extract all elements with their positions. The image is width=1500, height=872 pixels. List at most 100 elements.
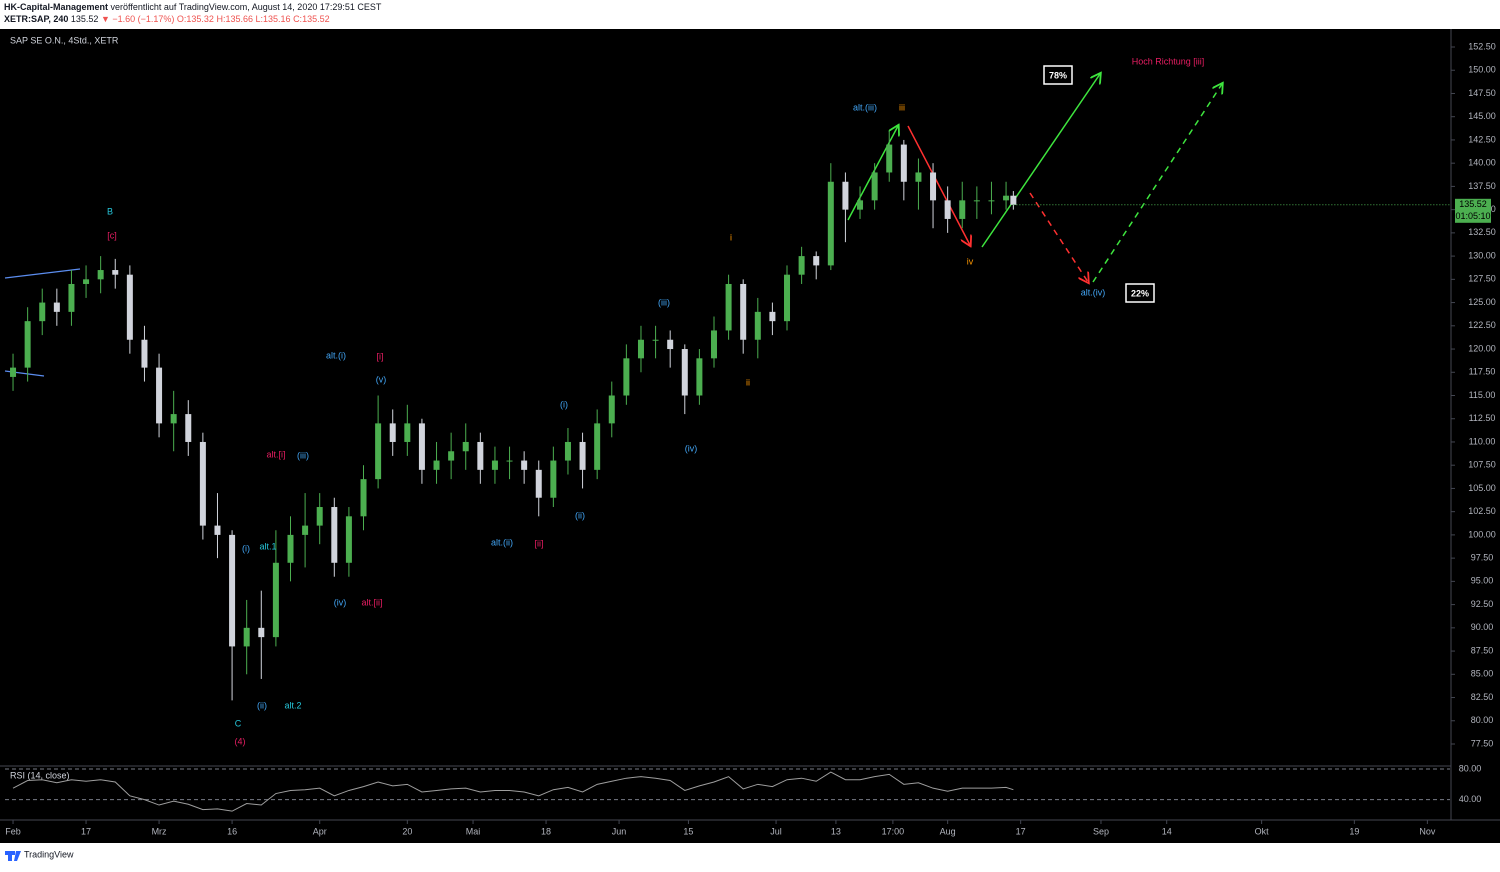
last-price: 135.52 (1459, 199, 1487, 209)
candle-body (842, 181, 849, 210)
y-tick-label: 107.50 (1468, 460, 1496, 470)
candle-body (608, 395, 615, 424)
candle-body (988, 200, 995, 202)
x-tick-label: 19 (1349, 826, 1359, 836)
probability-box (1043, 65, 1073, 85)
candle-body (272, 562, 279, 638)
candle-body (126, 274, 133, 340)
candle-body (214, 525, 221, 535)
ohlc: H:135.66 (216, 14, 253, 24)
candle-body (491, 460, 498, 470)
wave-label: iii (899, 102, 905, 112)
y-tick-label: 122.50 (1468, 320, 1496, 330)
y-tick-label: 105.00 (1468, 483, 1496, 493)
countdown: 01:05:10 (1455, 211, 1490, 221)
logo (5, 851, 21, 861)
x-tick-label: 17:00 (882, 826, 905, 836)
wave-label: (iii) (658, 297, 670, 307)
probability-label: 22% (1131, 288, 1149, 298)
probability-label: 78% (1049, 70, 1067, 80)
candle-body (813, 256, 820, 266)
ohlc: C:135.52 (293, 14, 330, 24)
y-tick-label: 125.00 (1468, 297, 1496, 307)
candle-body (886, 144, 893, 173)
wave-label: (v) (376, 374, 387, 384)
candle-body (199, 441, 206, 526)
footer: TradingView (24, 849, 74, 859)
y-tick-label: 87.50 (1471, 645, 1494, 655)
byline: veröffentlicht auf TradingView.com, Augu… (111, 2, 382, 12)
wave-label: (iv) (334, 597, 347, 607)
wave-label: alt.(iii) (853, 102, 877, 112)
symbol-line: XETR:SAP, 240 135.52 ▼ −1.60 (−1.17%) O:… (4, 14, 330, 24)
chart-title: SAP SE O.N., 4Std., XETR (10, 35, 119, 45)
candle-body (331, 507, 338, 563)
candle-body (448, 451, 455, 461)
candle-body (375, 423, 382, 480)
arrow-dashed (1029, 192, 1088, 282)
candle-body (506, 460, 513, 462)
candle-body (740, 283, 747, 340)
y-tick-label: 142.50 (1468, 134, 1496, 144)
wave-label: [i] (376, 351, 383, 361)
candle-body (637, 339, 644, 359)
candle-body (725, 283, 732, 331)
x-tick-label: 17 (1016, 826, 1026, 836)
y-tick-label: 77.50 (1471, 738, 1494, 748)
y-tick-label: 140.00 (1468, 158, 1496, 168)
x-tick-label: Apr (313, 826, 327, 836)
wave-label: B (107, 206, 113, 216)
last-price-bg (1455, 198, 1491, 223)
y-tick-label: 137.50 (1468, 181, 1496, 191)
candle-body (681, 349, 688, 396)
candle-body (915, 172, 922, 182)
y-tick-label: 120.00 (1468, 343, 1496, 353)
candle-body (959, 200, 966, 219)
wave-label: (ii) (575, 510, 585, 520)
wave-label: alt.(iv) (1081, 287, 1106, 297)
candle-body (857, 200, 864, 210)
price: 135.52 (71, 14, 99, 24)
y-tick-label: 152.50 (1468, 41, 1496, 51)
x-tick-label: Mrz (152, 826, 167, 836)
wave-label: ii (746, 377, 750, 387)
x-tick-label: 15 (683, 826, 693, 836)
candle-body (97, 270, 104, 280)
y-tick-label: 85.00 (1471, 669, 1494, 679)
candle-body (579, 441, 586, 470)
y-tick-label: 90.00 (1471, 622, 1494, 632)
wave-label: (ii) (257, 700, 267, 710)
y-tick-label: 92.50 (1471, 599, 1494, 609)
wave-label: (iv) (685, 443, 698, 453)
candle-body (944, 200, 951, 219)
footer-bg (0, 843, 1500, 867)
candle-body (798, 256, 805, 275)
x-tick-label: 18 (541, 826, 551, 836)
wave-label: alt.(i) (326, 350, 346, 360)
chart-bg (0, 29, 1500, 843)
candle-body (973, 200, 980, 202)
symbol: XETR:SAP, 240 (4, 14, 68, 24)
y-tick-label: 130.00 (1468, 250, 1496, 260)
candle-body (827, 181, 834, 266)
wave-label: (i) (560, 399, 568, 409)
wave-label: i (730, 232, 732, 242)
rsi-line (12, 771, 1014, 812)
wave-label: alt.[i] (266, 449, 285, 459)
wave-label: (i) (242, 543, 250, 553)
candle-body (389, 423, 396, 442)
candles (10, 130, 1017, 701)
y-tick-label: 145.00 (1468, 111, 1496, 121)
candle-body (170, 414, 177, 424)
y-tick-label: 150.00 (1468, 65, 1496, 75)
candle-body (433, 460, 440, 470)
candle-body (462, 441, 469, 452)
y-tick-label: 147.50 (1468, 88, 1496, 98)
candle-body (667, 339, 674, 350)
x-tick-label: 20 (402, 826, 412, 836)
y-tick-label: 110.00 (1469, 436, 1496, 446)
candle-body (930, 172, 937, 201)
arrow (981, 74, 1100, 248)
rsi-tick-label: 80.00 (1459, 763, 1482, 773)
y-tick-label: 102.50 (1468, 506, 1496, 516)
